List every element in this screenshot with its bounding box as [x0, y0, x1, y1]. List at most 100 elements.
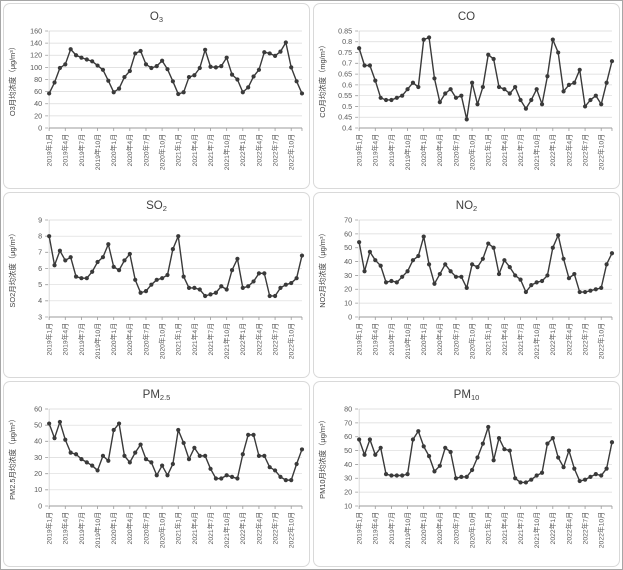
data-point-marker	[464, 117, 469, 122]
y-tick-label: 50	[344, 446, 352, 455]
data-point-marker	[550, 37, 555, 42]
data-point-marker	[518, 97, 523, 103]
data-point-marker	[186, 285, 192, 290]
y-axis-title: CO月均浓度（mg/m³）	[317, 41, 327, 117]
y-tick-label: 30	[344, 474, 352, 483]
chart-title-main: PM	[143, 389, 160, 401]
data-point-marker	[604, 80, 609, 85]
data-point-marker	[57, 248, 63, 253]
x-tick-label: 2019年7月	[77, 512, 86, 544]
x-tick-label: 2021年10月	[222, 323, 231, 359]
x-tick-label: 2019年10月	[93, 134, 102, 170]
data-point-marker	[197, 65, 202, 71]
data-point-marker	[229, 268, 235, 273]
chart-title-sub: 2	[473, 204, 477, 213]
data-point-marker	[470, 80, 475, 85]
x-axis: 2019年1月 2019年4月 2019年7月 2019年10月 2020年1月 2020…	[45, 505, 303, 548]
data-point-marker	[502, 87, 507, 92]
y-tick-label: 80	[34, 75, 42, 84]
x-axis: 2019年1月 2019年4月 2019年7月 2019年10月 2020年1月 2020…	[45, 127, 303, 170]
data-point-marker	[539, 102, 545, 107]
data-point-marker	[523, 289, 529, 295]
y-tick-label: 0.8	[342, 37, 352, 46]
data-point-marker	[219, 476, 224, 481]
x-tick-label: 2022年4月	[254, 323, 263, 355]
data-point-marker	[448, 269, 453, 274]
x-tick-label: 2021年4月	[500, 134, 509, 166]
chart-title: SO2	[146, 200, 167, 213]
y-axis-title: O3月均浓度（μg/m³）	[7, 43, 17, 116]
x-tick-label: 2019年10月	[403, 512, 412, 548]
x-tick-label: 2022年10月	[597, 134, 606, 170]
x-tick-label: 2020年1月	[109, 134, 118, 166]
x-tick-label: 2022年10月	[597, 512, 606, 548]
data-point-marker	[251, 74, 256, 79]
data-point-marker	[160, 276, 165, 281]
data-point-marker	[122, 258, 127, 263]
x-tick-label: 2019年1月	[45, 323, 54, 355]
data-point-marker	[357, 46, 362, 51]
x-tick-label: 2022年7月	[580, 323, 589, 355]
data-point-marker	[283, 282, 288, 287]
chart-panel-o3: 0 20 40 60 80 100 120 140 160 2019年1月 2019年4月 2019年…	[3, 3, 310, 189]
data-point-marker	[63, 437, 68, 442]
x-tick-label: 2020年7月	[141, 323, 150, 355]
x-tick-label: 2021年10月	[222, 512, 231, 548]
x-tick-label: 2021年4月	[500, 323, 509, 355]
y-tick-label: 0	[38, 501, 42, 510]
x-tick-label: 2019年4月	[371, 323, 380, 355]
data-point-marker	[170, 247, 175, 252]
x-tick-label: 2019年10月	[93, 512, 102, 548]
y-axis: 0.40.45 0.5 0.55 0.60.65 0.7 0.75 0.8 0.85	[338, 26, 360, 132]
data-point-marker	[272, 53, 278, 58]
data-point-marker	[437, 271, 442, 277]
y-tick-label: 30	[344, 271, 352, 280]
data-point-marker	[154, 473, 159, 478]
data-point-marker	[165, 272, 170, 278]
data-point-marker	[47, 421, 52, 426]
x-tick-label: 2020年10月	[158, 512, 167, 548]
data-point-marker	[443, 445, 448, 450]
data-point-marker	[106, 458, 111, 463]
data-point-marker	[95, 63, 100, 68]
data-point-marker	[400, 93, 405, 98]
data-point-marker	[609, 251, 615, 256]
data-point-marker	[278, 285, 283, 290]
data-point-marker	[84, 460, 89, 465]
data-point-marker	[90, 269, 95, 274]
data-point-marker	[160, 463, 165, 468]
data-point-marker	[582, 104, 588, 109]
y-tick-label: 4	[38, 296, 42, 305]
x-tick-label: 2022年1月	[238, 323, 247, 355]
data-point-marker	[79, 55, 84, 60]
data-point-marker	[566, 276, 572, 281]
x-tick-label: 2021年1月	[484, 134, 493, 166]
data-point-marker	[432, 76, 437, 81]
x-tick-label: 2020年10月	[468, 134, 477, 170]
chart-panel-pm10: 10 20 30 40 50 60 70 80 2019年1月 2019年4月 2019年7月 201…	[313, 381, 620, 567]
data-point-marker	[203, 453, 208, 458]
y-tick-label: 10	[34, 485, 42, 494]
data-point-marker	[208, 292, 213, 297]
x-tick-label: 2022年4月	[564, 323, 573, 355]
y-tick-label: 10	[344, 299, 352, 308]
data-point-marker	[577, 67, 582, 72]
data-point-marker	[534, 87, 539, 92]
data-point-marker	[491, 56, 496, 62]
x-tick-label: 2021年4月	[500, 512, 509, 544]
x-tick-label: 2022年4月	[254, 134, 263, 166]
data-point-marker	[539, 278, 545, 284]
data-point-marker	[357, 437, 362, 442]
x-tick-label: 2020年10月	[468, 323, 477, 359]
y-tick-label: 3	[38, 312, 42, 321]
data-point-marker	[213, 476, 219, 481]
data-point-marker	[133, 450, 138, 455]
data-point-marker	[367, 63, 373, 68]
x-tick-label: 2020年4月	[125, 134, 134, 166]
data-point-marker	[400, 473, 405, 478]
data-point-marker	[609, 440, 615, 445]
data-point-marker	[57, 65, 63, 71]
